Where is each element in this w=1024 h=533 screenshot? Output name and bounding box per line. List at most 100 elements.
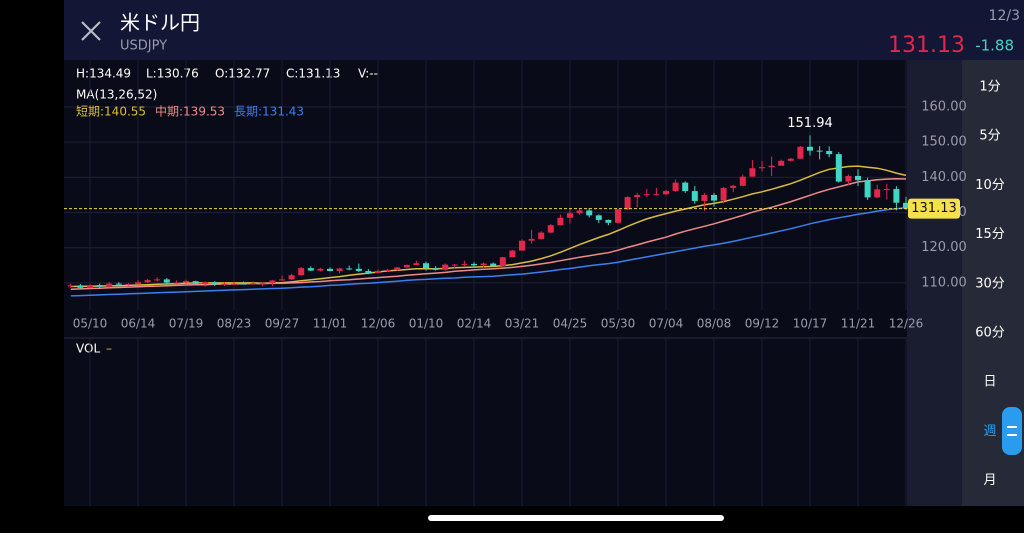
x-tick-label: 09/27 bbox=[265, 317, 300, 331]
candle-body bbox=[471, 263, 477, 266]
header-bar bbox=[64, 0, 962, 60]
candle-body bbox=[106, 283, 113, 287]
candle-body bbox=[634, 194, 641, 198]
ohlc-info: L:130.76 bbox=[146, 67, 199, 81]
y-tick-label: 120.00 bbox=[921, 240, 967, 255]
candle-body bbox=[87, 285, 93, 288]
timeframe-button[interactable]: 10分 bbox=[975, 178, 1005, 193]
vol-title: VOL bbox=[76, 342, 100, 356]
candle-body bbox=[269, 280, 276, 284]
candle-body bbox=[864, 180, 871, 198]
candle-body bbox=[240, 283, 247, 285]
ohlc-info: C:131.13 bbox=[286, 67, 340, 81]
candle-body bbox=[528, 238, 535, 241]
candle-body bbox=[778, 160, 785, 166]
candle-body bbox=[883, 188, 890, 190]
candle-body bbox=[874, 189, 881, 198]
vol-legend: – bbox=[106, 342, 112, 356]
x-tick-label: 01/10 bbox=[409, 317, 444, 331]
timeframe-button[interactable]: 15分 bbox=[975, 227, 1005, 242]
candle-body bbox=[144, 280, 151, 283]
symbol: USDJPY bbox=[120, 39, 167, 54]
timeframe-button[interactable]: 月 bbox=[983, 473, 996, 488]
candle-body bbox=[855, 175, 861, 181]
close-icon[interactable] bbox=[81, 21, 101, 41]
candle-body bbox=[135, 282, 141, 284]
candle-body bbox=[682, 182, 689, 192]
price: 131.13 bbox=[888, 33, 965, 58]
y-tick-label: 150.00 bbox=[921, 135, 967, 150]
candle-body bbox=[394, 267, 401, 270]
candle-body bbox=[298, 268, 305, 276]
date: 12/3 bbox=[989, 8, 1020, 24]
candle-body bbox=[202, 282, 209, 284]
candle-body bbox=[576, 210, 583, 214]
candle-body bbox=[826, 150, 833, 155]
candle-body bbox=[231, 283, 237, 285]
candle-body bbox=[835, 154, 842, 182]
candle-body bbox=[67, 285, 74, 287]
candle-body bbox=[768, 165, 775, 168]
y-tick-label: 160.00 bbox=[921, 99, 967, 114]
candle-body bbox=[423, 263, 429, 269]
x-tick-label: 05/30 bbox=[601, 317, 636, 331]
candle-body bbox=[403, 264, 410, 268]
x-tick-label: 07/04 bbox=[649, 317, 684, 331]
candle-body bbox=[163, 279, 170, 283]
candle-body bbox=[605, 219, 612, 223]
candle-body bbox=[279, 279, 285, 281]
scroll-thumb[interactable] bbox=[1002, 407, 1022, 455]
candle-body bbox=[154, 279, 161, 281]
timeframe-button[interactable]: 日 bbox=[983, 375, 996, 390]
y-tick-label: 140.00 bbox=[921, 170, 967, 185]
x-tick-label: 11/21 bbox=[841, 317, 876, 331]
candle-body bbox=[749, 168, 756, 177]
y-tick-label: 110.00 bbox=[921, 275, 967, 290]
ohlc-info: O:132.77 bbox=[215, 67, 270, 81]
ohlc-info: V:-- bbox=[358, 67, 378, 81]
candle-body bbox=[327, 268, 333, 271]
candle-body bbox=[903, 202, 909, 209]
candle-body bbox=[547, 225, 554, 233]
title: 米ドル円 bbox=[120, 11, 200, 35]
x-tick-label: 06/14 bbox=[121, 317, 156, 331]
timeframe-button[interactable]: 1分 bbox=[979, 80, 1000, 95]
candle-body bbox=[355, 268, 362, 271]
ma-title: MA(13,26,52) bbox=[76, 88, 157, 102]
candle-body bbox=[375, 270, 381, 274]
candle-body bbox=[509, 250, 516, 258]
candle-body bbox=[259, 283, 266, 285]
candle-body bbox=[173, 282, 180, 284]
candle-body bbox=[643, 194, 650, 196]
candle-body bbox=[384, 269, 391, 271]
x-tick-label: 12/26 bbox=[889, 317, 924, 331]
candle-body bbox=[845, 175, 852, 182]
candle-body bbox=[807, 146, 813, 151]
candle-body bbox=[317, 268, 324, 271]
timeframe-button[interactable]: 30分 bbox=[975, 276, 1005, 291]
candle-body bbox=[480, 263, 487, 266]
x-tick-label: 02/14 bbox=[457, 317, 492, 331]
candle-body bbox=[787, 158, 794, 161]
x-tick-label: 08/08 bbox=[697, 317, 732, 331]
candle-body bbox=[336, 268, 343, 271]
candle-body bbox=[96, 285, 103, 287]
candle-body bbox=[538, 232, 545, 239]
candle-body bbox=[211, 282, 218, 285]
candle-body bbox=[663, 191, 669, 195]
x-tick-label: 04/25 bbox=[553, 317, 588, 331]
candle-body bbox=[413, 263, 420, 265]
candle-body bbox=[653, 194, 660, 196]
candle-body bbox=[739, 176, 746, 186]
timeframe-button[interactable]: 60分 bbox=[975, 326, 1005, 341]
timeframe-button[interactable]: 週 bbox=[983, 424, 996, 439]
candle-body bbox=[499, 257, 506, 267]
candle-body bbox=[893, 188, 900, 203]
ohlc-info: H:134.49 bbox=[76, 67, 131, 81]
price-axis-column bbox=[907, 60, 962, 506]
candle-body bbox=[797, 146, 804, 159]
price-tag-label: 131.13 bbox=[911, 201, 957, 216]
close-button[interactable] bbox=[81, 21, 101, 41]
timeframe-button[interactable]: 5分 bbox=[979, 129, 1000, 144]
